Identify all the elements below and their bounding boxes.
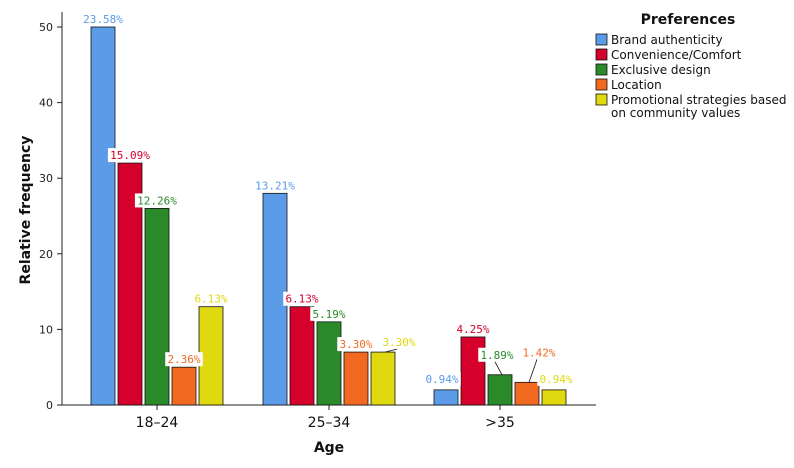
bars xyxy=(90,26,567,406)
legend: Preferences Brand authenticityConvenienc… xyxy=(595,12,787,120)
data-label: 1.42% xyxy=(522,346,555,359)
legend-label: Brand authenticity xyxy=(611,33,723,47)
bar-exclusive-design-0 xyxy=(144,208,170,406)
data-label-bg xyxy=(337,337,375,352)
data-label: 2.36% xyxy=(167,353,200,366)
data-label: 23.58% xyxy=(83,13,123,26)
data-label: 6.13% xyxy=(194,293,227,306)
data-label-bg xyxy=(537,371,575,386)
leader-line xyxy=(384,348,398,353)
data-label-bg xyxy=(165,352,203,367)
bar-convenience-comfort-1 xyxy=(289,306,315,406)
y-tick-label: 50 xyxy=(39,21,53,34)
y-tick-label: 40 xyxy=(39,97,53,110)
data-label-bg xyxy=(423,371,461,386)
data-label-bg xyxy=(80,12,126,26)
legend-label: Promotional strategies based xyxy=(611,93,787,107)
x-category-label: 18–24 xyxy=(136,415,179,431)
data-label-bg xyxy=(192,291,230,306)
data-label: 13.21% xyxy=(255,179,295,192)
data-labels: 23.58% 15.09% 12.26% 2.36% 6.13% 13.21% 6.13% 5… xyxy=(80,12,575,386)
data-label-bg xyxy=(380,335,418,350)
data-label: 3.30% xyxy=(339,338,372,351)
data-label-bg xyxy=(107,148,153,163)
leader-line xyxy=(528,359,538,383)
data-label: 6.13% xyxy=(285,293,318,306)
data-label: 0.94% xyxy=(539,373,572,386)
y-axis-title: Relative frequency xyxy=(18,136,34,285)
data-label-bg xyxy=(310,306,348,321)
legend-swatch xyxy=(595,33,608,46)
data-label-bg xyxy=(478,347,516,362)
data-label: 3.30% xyxy=(382,336,415,349)
legend-swatch xyxy=(595,63,608,76)
bar-promotional-strategies-based-on-community-values-1 xyxy=(370,351,396,406)
data-label: 12.26% xyxy=(137,194,177,207)
leader-line xyxy=(494,361,503,375)
bar-exclusive-design-1 xyxy=(316,321,342,406)
y-tick-label: 10 xyxy=(39,323,53,336)
data-label-bg xyxy=(520,345,558,360)
y-tick-label: 0 xyxy=(46,399,53,412)
data-label: 4.25% xyxy=(456,323,489,336)
legend-title: Preferences xyxy=(641,12,736,28)
data-label: 5.19% xyxy=(312,308,345,321)
x-category-label: 25–34 xyxy=(308,415,351,431)
legend-label: Convenience/Comfort xyxy=(611,48,742,62)
data-label: 1.89% xyxy=(480,349,513,362)
legend-swatch xyxy=(595,48,608,61)
legend-label: Exclusive design xyxy=(611,63,711,77)
legend-swatch xyxy=(595,78,608,91)
bar-convenience-comfort-2 xyxy=(460,336,486,406)
bar-brand-authenticity-0 xyxy=(90,26,116,406)
data-label: 15.09% xyxy=(110,149,150,162)
data-label: 0.94% xyxy=(425,373,458,386)
bar-brand-authenticity-1 xyxy=(262,192,288,406)
bar-location-2 xyxy=(514,381,540,406)
bar-location-0 xyxy=(171,366,197,406)
data-label-bg xyxy=(454,321,492,336)
bar-exclusive-design-2 xyxy=(487,374,513,406)
x-axis-title: Age xyxy=(314,440,344,456)
x-category-label: >35 xyxy=(485,415,515,431)
bar-promotional-strategies-based-on-community-values-2 xyxy=(541,389,567,406)
legend-label: on community values xyxy=(611,106,740,120)
y-tick-label: 30 xyxy=(39,172,53,185)
legend-label: Location xyxy=(611,78,662,92)
bar-brand-authenticity-2 xyxy=(433,389,459,406)
data-label-bg xyxy=(134,193,180,208)
y-tick-label: 20 xyxy=(39,248,53,261)
data-label-bg xyxy=(283,291,321,306)
legend-swatch xyxy=(595,93,608,106)
data-label-bg xyxy=(252,178,298,193)
bar-location-1 xyxy=(343,351,369,406)
axes: 0 10 20 30 40 50 18–24 25–34 >35 xyxy=(39,12,596,431)
